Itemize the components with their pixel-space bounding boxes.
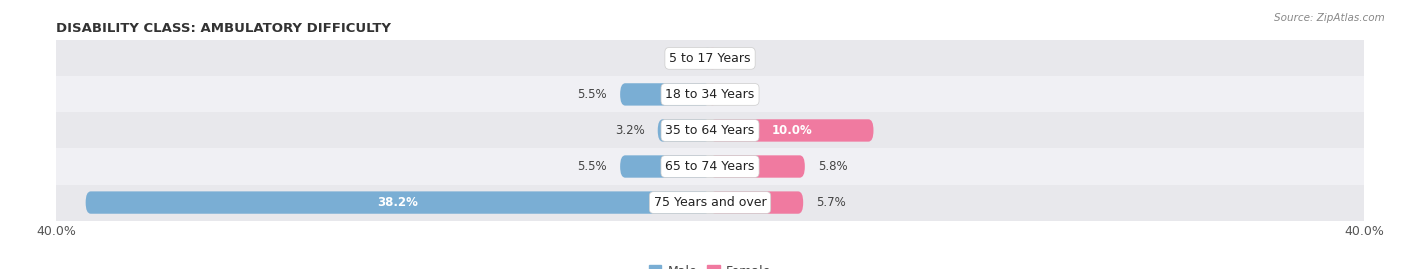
Bar (56, 112, 1364, 148)
Text: 0.0%: 0.0% (723, 52, 752, 65)
Text: 38.2%: 38.2% (377, 196, 418, 209)
Bar (56, 148, 1364, 185)
Text: 5.5%: 5.5% (578, 88, 607, 101)
Text: DISABILITY CLASS: AMBULATORY DIFFICULTY: DISABILITY CLASS: AMBULATORY DIFFICULTY (56, 22, 391, 35)
FancyBboxPatch shape (710, 47, 714, 70)
Text: 5 to 17 Years: 5 to 17 Years (669, 52, 751, 65)
Text: 5.5%: 5.5% (578, 160, 607, 173)
Legend: Male, Female: Male, Female (644, 260, 776, 269)
FancyBboxPatch shape (710, 191, 803, 214)
Text: 75 Years and over: 75 Years and over (654, 196, 766, 209)
FancyBboxPatch shape (620, 83, 710, 106)
Bar (56, 185, 1364, 221)
Text: 5.8%: 5.8% (818, 160, 848, 173)
FancyBboxPatch shape (706, 47, 710, 70)
Text: 0.0%: 0.0% (723, 88, 752, 101)
Text: Source: ZipAtlas.com: Source: ZipAtlas.com (1274, 13, 1385, 23)
Text: 0.0%: 0.0% (668, 52, 697, 65)
Text: 65 to 74 Years: 65 to 74 Years (665, 160, 755, 173)
Text: 5.7%: 5.7% (817, 196, 846, 209)
Text: 3.2%: 3.2% (614, 124, 644, 137)
Text: 10.0%: 10.0% (772, 124, 813, 137)
FancyBboxPatch shape (620, 155, 710, 178)
Bar (56, 76, 1364, 112)
FancyBboxPatch shape (710, 83, 714, 106)
Text: 35 to 64 Years: 35 to 64 Years (665, 124, 755, 137)
Text: 18 to 34 Years: 18 to 34 Years (665, 88, 755, 101)
Bar (56, 40, 1364, 76)
FancyBboxPatch shape (710, 155, 804, 178)
FancyBboxPatch shape (710, 119, 873, 142)
FancyBboxPatch shape (86, 191, 710, 214)
FancyBboxPatch shape (658, 119, 710, 142)
